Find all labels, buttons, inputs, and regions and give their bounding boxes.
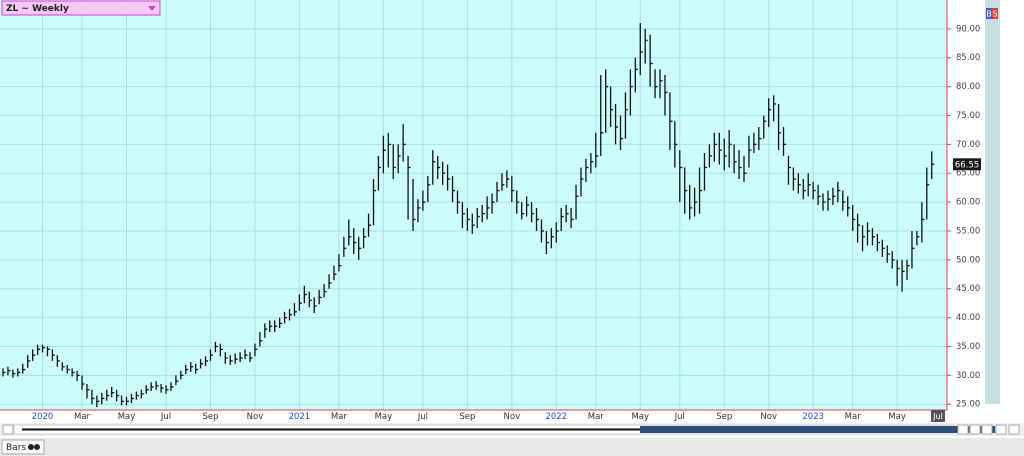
y-tick-label: 75.00 xyxy=(956,111,980,121)
tab-icon xyxy=(28,444,34,450)
y-tick-label: 65.00 xyxy=(956,169,980,179)
footer-tab[interactable] xyxy=(1,439,45,455)
y-tick-label: 25.00 xyxy=(956,400,980,410)
price-axis-area xyxy=(947,0,985,410)
last-value-box xyxy=(953,158,981,171)
x-tick-label: May xyxy=(375,412,393,422)
cursor-label: Jul xyxy=(932,412,943,421)
x-tick-label: Nov xyxy=(247,412,264,422)
footer-bar xyxy=(0,438,1024,456)
zoom-button[interactable] xyxy=(969,424,981,435)
symbol-box[interactable] xyxy=(1,0,161,16)
y-tick-label: 30.00 xyxy=(956,371,980,381)
plot-area xyxy=(0,0,947,410)
x-tick-label: 2022 xyxy=(545,412,567,422)
x-tick-label: Sep xyxy=(202,412,218,422)
y-tick-label: 60.00 xyxy=(956,198,980,208)
x-tick-label: Nov xyxy=(760,412,777,422)
x-tick-label: Sep xyxy=(459,412,475,422)
side-strip xyxy=(985,0,1000,404)
x-tick-label: Jul xyxy=(417,412,428,422)
y-tick-label: 55.00 xyxy=(956,226,980,236)
x-tick-label: May xyxy=(631,412,649,422)
zoom-button[interactable] xyxy=(995,424,1007,435)
x-tick-label: 2023 xyxy=(802,412,824,422)
cursor-box xyxy=(931,410,945,422)
x-tick-label: 2020 xyxy=(32,412,54,422)
x-tick-label: May xyxy=(888,412,906,422)
y-tick-label: 70.00 xyxy=(956,140,980,150)
footer-tab-label: Bars xyxy=(6,443,26,453)
x-tick-label: Mar xyxy=(74,412,91,422)
dropdown-arrow[interactable] xyxy=(148,6,156,11)
last-value-label: 66.55 xyxy=(955,160,979,170)
x-tick-label: 2021 xyxy=(289,412,311,422)
y-tick-label: 85.00 xyxy=(956,53,980,63)
y-tick-label: 40.00 xyxy=(956,313,980,323)
y-tick-label: 90.00 xyxy=(956,24,980,34)
buy-button[interactable] xyxy=(986,8,992,19)
y-tick-label: 45.00 xyxy=(956,284,980,294)
sell-label: S xyxy=(992,10,997,19)
y-tick-label: 50.00 xyxy=(956,255,980,265)
x-tick-label: Jul xyxy=(674,412,685,422)
sell-button[interactable] xyxy=(992,8,998,19)
x-tick-label: Nov xyxy=(504,412,521,422)
x-tick-label: Sep xyxy=(716,412,732,422)
scroll-left[interactable] xyxy=(2,424,14,435)
zoom-button[interactable] xyxy=(957,424,969,435)
symbol-title: ZL ~ Weekly xyxy=(6,4,69,14)
x-tick-label: Mar xyxy=(588,412,605,422)
buy-label: B xyxy=(986,10,992,19)
y-tick-label: 35.00 xyxy=(956,342,980,352)
x-tick-label: Jul xyxy=(160,412,171,422)
zoom-button[interactable] xyxy=(1008,424,1020,435)
x-tick-label: Mar xyxy=(331,412,348,422)
tab-icon xyxy=(34,444,40,450)
scroll-thumb[interactable] xyxy=(640,426,995,433)
x-tick-label: Mar xyxy=(845,412,862,422)
x-tick-label: May xyxy=(118,412,136,422)
zoom-button[interactable] xyxy=(981,424,993,435)
y-tick-label: 80.00 xyxy=(956,82,980,92)
